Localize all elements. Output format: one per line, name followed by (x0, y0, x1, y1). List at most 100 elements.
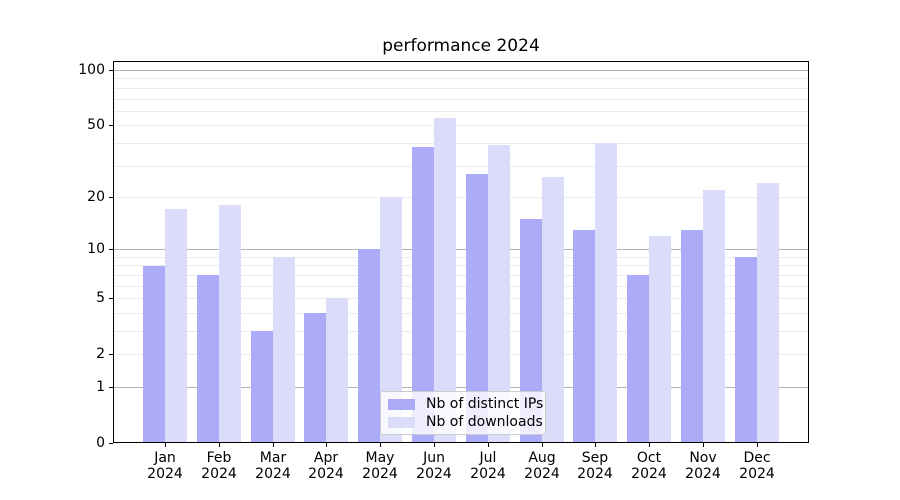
x-axis-tick (542, 443, 543, 447)
y-axis-tick (109, 125, 113, 126)
x-axis-tick (165, 443, 166, 447)
x-axis-tick-label: Aug 2024 (510, 450, 574, 482)
x-axis-tick-year: 2024 (577, 466, 613, 482)
x-axis-tick (595, 443, 596, 447)
x-axis-tick (488, 443, 489, 447)
x-axis-tick-label: Jul 2024 (456, 450, 520, 482)
grid-line-minor (114, 286, 808, 287)
x-axis-tick-year: 2024 (308, 466, 344, 482)
bar-downloads (165, 209, 187, 443)
y-axis-tick (109, 197, 113, 198)
bar-distinct-ips (143, 265, 165, 443)
x-axis-tick-label: Dec 2024 (725, 450, 789, 482)
grid-line-minor (114, 298, 808, 299)
grid-line-minor (114, 88, 808, 89)
grid-line-minor (114, 125, 808, 126)
y-axis-tick-label: 10 (87, 241, 105, 257)
bar-downloads (219, 205, 241, 443)
grid-line-minor (114, 197, 808, 198)
bar-distinct-ips (358, 249, 380, 443)
bar-downloads (326, 298, 348, 443)
y-axis-tick (109, 443, 113, 444)
bar-distinct-ips (466, 173, 488, 443)
bar-downloads (703, 189, 725, 443)
bar-distinct-ips (251, 331, 273, 443)
x-axis-tick-label: Feb 2024 (187, 450, 251, 482)
grid-line-minor (114, 354, 808, 355)
grid-line-minor (114, 331, 808, 332)
bar-distinct-ips (520, 219, 542, 443)
x-axis-tick (703, 443, 704, 447)
bar-distinct-ips (681, 229, 703, 443)
x-axis-tick-label: May 2024 (348, 450, 412, 482)
x-axis-tick-year: 2024 (255, 466, 291, 482)
grid-line-minor (114, 313, 808, 314)
x-axis-tick (434, 443, 435, 447)
bar-downloads (757, 182, 779, 443)
y-axis-tick (109, 249, 113, 250)
x-axis-tick-year: 2024 (147, 466, 183, 482)
y-axis-tick-label: 100 (78, 62, 105, 78)
grid-line-major (114, 387, 808, 388)
bar-distinct-ips (412, 147, 434, 443)
bar-distinct-ips (627, 275, 649, 443)
grid-line-minor (114, 111, 808, 112)
x-axis-tick-label: Jan 2024 (133, 450, 197, 482)
y-axis-tick (109, 70, 113, 71)
y-axis-tick-label: 20 (87, 189, 105, 205)
grid-line-minor (114, 265, 808, 266)
grid-line-minor (114, 166, 808, 167)
x-axis-tick-label: Sep 2024 (563, 450, 627, 482)
bar-distinct-ips (304, 312, 326, 443)
x-axis-tick (649, 443, 650, 447)
x-axis-tick-year: 2024 (416, 466, 452, 482)
bar-distinct-ips (573, 229, 595, 443)
x-axis-tick-year: 2024 (631, 466, 667, 482)
x-axis-tick-year: 2024 (201, 466, 237, 482)
y-axis-tick (109, 298, 113, 299)
grid-line-minor (114, 257, 808, 258)
legend-label-distinct-ips: Nb of distinct IPs (426, 396, 544, 412)
x-axis-tick (273, 443, 274, 447)
x-axis-tick-label: Oct 2024 (617, 450, 681, 482)
grid-line-major (114, 70, 808, 71)
bar-downloads (434, 117, 456, 443)
y-axis-tick (109, 387, 113, 388)
y-axis-tick-label: 0 (96, 435, 105, 451)
x-axis-tick-label: Jun 2024 (402, 450, 466, 482)
x-axis-tick (326, 443, 327, 447)
legend-swatch-distinct-ips (388, 398, 415, 410)
grid-line-minor (114, 275, 808, 276)
x-axis-tick-label: Mar 2024 (241, 450, 305, 482)
x-axis-tick (757, 443, 758, 447)
grid-line-major (114, 249, 808, 250)
x-axis-tick (380, 443, 381, 447)
x-axis-tick-label: Apr 2024 (294, 450, 358, 482)
x-axis-tick (219, 443, 220, 447)
y-axis-tick-label: 1 (96, 379, 105, 395)
y-axis-tick-label: 5 (96, 290, 105, 306)
bar-downloads (273, 256, 295, 443)
y-axis-tick (109, 354, 113, 355)
bar-downloads (542, 176, 564, 443)
bar-downloads (488, 144, 510, 443)
bar-downloads (380, 197, 402, 443)
legend: Nb of distinct IPs Nb of downloads (380, 391, 546, 435)
y-axis-tick-label: 50 (87, 117, 105, 133)
legend-item-distinct-ips: Nb of distinct IPs (388, 395, 543, 413)
bar-distinct-ips (735, 256, 757, 443)
x-axis-tick-year: 2024 (739, 466, 775, 482)
x-axis-tick-label: Nov 2024 (671, 450, 735, 482)
x-axis-tick-year: 2024 (362, 466, 398, 482)
legend-label-downloads: Nb of downloads (426, 414, 543, 430)
x-axis-tick-year: 2024 (524, 466, 560, 482)
chart-title: performance 2024 (382, 36, 540, 56)
bar-downloads (649, 235, 671, 443)
grid-line-minor (114, 143, 808, 144)
bar-downloads (595, 142, 617, 443)
x-axis-tick-year: 2024 (470, 466, 506, 482)
